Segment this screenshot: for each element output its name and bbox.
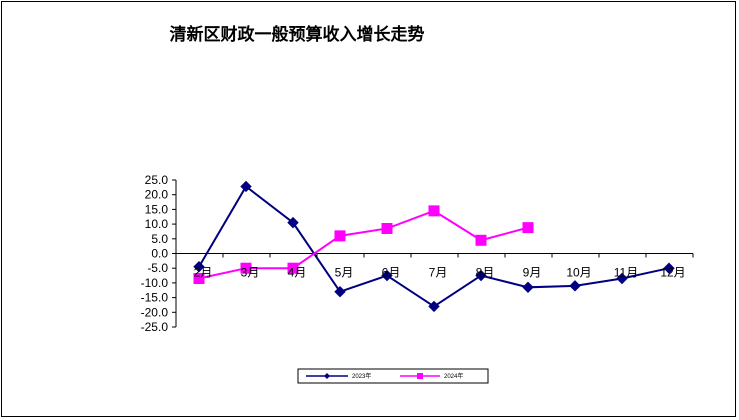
data-point [334, 286, 346, 298]
y-tick-label: -10.0 [141, 276, 169, 290]
x-tick-label: 2月 [194, 266, 213, 280]
x-tick-label: 3月 [241, 266, 260, 280]
data-point [193, 272, 205, 284]
data-point [522, 281, 534, 294]
series-line [198, 184, 670, 308]
data-point [287, 262, 299, 274]
y-tick-label: 0.0 [151, 247, 168, 261]
data-point [663, 262, 675, 274]
legend-box [297, 368, 489, 384]
x-tick-label: 12月 [660, 266, 685, 280]
x-tick-label: 5月 [335, 266, 354, 280]
x-tick-label: 9月 [523, 266, 542, 280]
data-point [381, 269, 393, 282]
x-tick-label: 10月 [566, 266, 591, 280]
data-point [522, 222, 534, 234]
data-point [381, 223, 393, 235]
x-tick-label: 8月 [476, 266, 495, 280]
y-tick-label: 25.0 [145, 173, 169, 187]
x-tick-label: 11月 [614, 266, 638, 280]
legend-label: 2024年 [444, 372, 463, 380]
data-point [193, 261, 205, 273]
legend-marker [417, 373, 423, 379]
legend-label: 2023年 [352, 372, 371, 380]
y-tick-label: 5.0 [151, 232, 168, 246]
data-point [334, 230, 346, 242]
legend-marker [324, 373, 330, 379]
x-tick-label: 4月 [288, 266, 307, 280]
data-point [240, 180, 252, 193]
y-tick-label: -20.0 [141, 305, 169, 319]
x-tick-label: 6月 [382, 266, 401, 280]
y-tick-label: -15.0 [141, 291, 169, 305]
y-tick-label: 20.0 [145, 188, 169, 202]
x-tick-label: 7月 [429, 266, 448, 280]
y-tick-label: -25.0 [141, 320, 169, 334]
series-layer [193, 180, 675, 313]
y-tick-label: 15.0 [145, 202, 169, 216]
data-point [475, 234, 487, 246]
data-point [428, 205, 440, 217]
y-axis-ticks: 25.020.015.010.05.00.0-5.0-10.0-15.0-20.… [141, 173, 176, 334]
data-point [287, 216, 299, 229]
y-tick-label: -5.0 [147, 261, 168, 275]
chart-title: 清新区财政一般预算收入增长走势 [169, 25, 425, 45]
y-tick-label: 10.0 [145, 217, 169, 231]
series-1 [193, 180, 675, 313]
data-point [616, 272, 628, 285]
data-point [240, 262, 252, 274]
data-point [428, 300, 440, 313]
series-line [198, 209, 529, 280]
data-point [569, 280, 581, 292]
x-axis-ticks: 2月 3月 4月 5月 6月 7月 8月 9月 10月 11月 12月 [175, 253, 694, 280]
legend: 2023年 2024年 [297, 368, 489, 384]
series-2 [193, 205, 534, 284]
data-point [475, 269, 487, 282]
